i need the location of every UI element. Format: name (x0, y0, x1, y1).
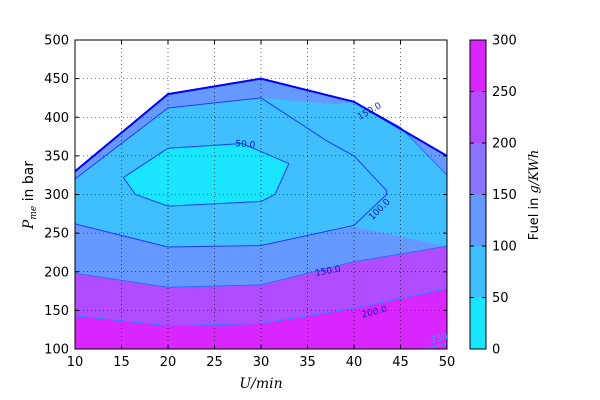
colorbar-band-2 (470, 194, 486, 246)
x-tick-label-45: 45 (392, 355, 409, 370)
colorbar-band-0 (470, 297, 486, 349)
contour-line-100.0 (75, 97, 388, 248)
colorbar-ticks: 0 50 100 150 200 250 300 (470, 34, 517, 358)
colorbar-band-5 (470, 40, 486, 92)
x-tick-label-15: 15 (113, 355, 130, 370)
colorbar-band-1 (470, 246, 486, 298)
colorbar-label-text: Fuel in (527, 193, 542, 240)
y-tick-label-500: 500 (44, 34, 69, 49)
contour-band-6 (123, 143, 289, 207)
contour-band-3 (75, 78, 447, 288)
x-tick-label-40: 40 (346, 355, 363, 370)
y-tick-label-250: 250 (44, 227, 69, 242)
colorbar-tick-label-250: 250 (492, 85, 517, 100)
contour-line-50.0 (122, 142, 290, 207)
x-tick-label-30: 30 (253, 355, 270, 370)
x-tick-label-25: 25 (206, 355, 223, 370)
colorbar-label: Fuel in g/KWh (527, 150, 542, 240)
colorbar-tick-label-50: 50 (492, 291, 509, 306)
y-tick-label-300: 300 (44, 188, 69, 203)
y-tick-label-350: 350 (44, 149, 69, 164)
colorbar-tick-label-150: 150 (492, 188, 517, 203)
x-tick-label-10: 10 (67, 355, 84, 370)
axis-ticks: 10 15 20 25 30 35 40 45 50 100 150 200 250 300 350 400 4… (44, 34, 455, 371)
y-tick-label-400: 400 (44, 111, 69, 126)
x-axis-label: U/min (239, 376, 282, 392)
contour-label-50.0: 50.0 (235, 139, 256, 151)
boundary-curve (75, 77, 447, 173)
y-axis-label-math: P (21, 219, 37, 230)
boundary-line (75, 77, 447, 173)
contour-label-250: 250 (430, 332, 449, 346)
contour-line-150.0 (75, 245, 447, 288)
x-tick-label-20: 20 (160, 355, 177, 370)
contour-label-150.0: 150.0 (314, 265, 341, 279)
colorbar-band-4 (470, 91, 486, 143)
y-tick-label-150: 150 (44, 304, 69, 319)
y-axis-label-text: in bar (21, 161, 37, 206)
colorbar (470, 40, 486, 349)
contour-line-200.0 (75, 288, 447, 327)
y-tick-label-450: 450 (44, 72, 69, 87)
colorbar-band-3 (470, 143, 486, 195)
y-axis-label-sub: me (29, 206, 39, 220)
colorbar-tick-label-0: 0 (492, 343, 500, 358)
y-tick-label-200: 200 (44, 265, 69, 280)
colorbar-tick-label-300: 300 (492, 34, 517, 49)
y-axis-label: Pme in bar (21, 161, 39, 230)
x-tick-label-35: 35 (299, 355, 316, 370)
colorbar-tick-label-100: 100 (492, 240, 517, 255)
x-tick-label-50: 50 (439, 355, 456, 370)
colorbar-label-math: g/KWh (527, 150, 542, 194)
contour-line-250 (423, 343, 447, 349)
y-tick-label-100: 100 (44, 343, 69, 358)
colorbar-tick-label-200: 200 (492, 137, 517, 152)
